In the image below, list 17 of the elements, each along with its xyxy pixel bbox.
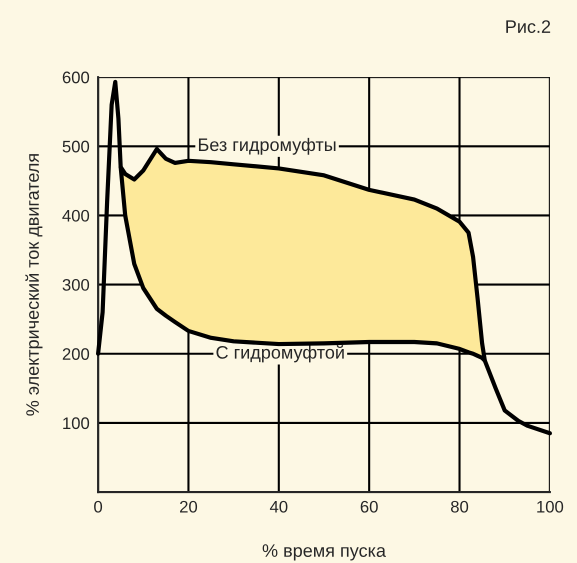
y-tick-label: 300: [62, 279, 90, 291]
x-tick-label: 40: [270, 500, 288, 513]
chart-title: Рис.2: [506, 20, 550, 33]
y-tick-label: 100: [63, 417, 90, 430]
x-tick-label: 80: [450, 500, 468, 513]
y-axis-title: % электрический ток двигателя: [25, 154, 43, 416]
x-tick-label: 100: [537, 500, 564, 513]
x-tick-label: 20: [180, 500, 198, 513]
y-tick-label: 200: [62, 348, 90, 360]
x-tick-label: 0: [94, 500, 102, 513]
x-axis-title: % время пуска: [262, 544, 386, 561]
y-tick-label: 500: [62, 140, 90, 152]
x-tick-label: 60: [360, 500, 378, 513]
y-tick-label: 600: [62, 72, 90, 84]
series-label: Без гидромуфты: [198, 138, 336, 155]
series-label: С гидромуфтой: [216, 345, 344, 362]
y-tick-label: 400: [62, 210, 90, 222]
